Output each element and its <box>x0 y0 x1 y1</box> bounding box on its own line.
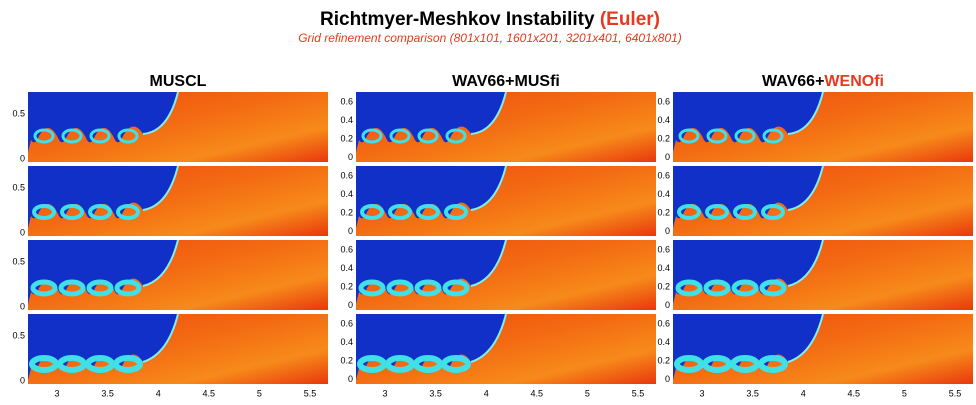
y-tick-label: 0.6 <box>657 244 670 254</box>
x-tick-label: 5.5 <box>949 388 962 398</box>
y-tick-label: 0 <box>665 226 670 236</box>
title-text: Richtmyer-Meshkov Instability <box>320 9 595 30</box>
y-tick-label: 0 <box>348 152 353 162</box>
y-tick-label: 0.2 <box>657 355 670 365</box>
y-tick-label: 0 <box>665 300 670 310</box>
y-tick-label: 0.2 <box>657 133 670 143</box>
y-tick-label: 0.6 <box>340 170 353 180</box>
column-title: WAV66+MUSfi <box>452 73 560 90</box>
y-tick-label: 0.6 <box>340 244 353 254</box>
y-tick-label: 0.2 <box>340 355 353 365</box>
y-tick-label: 0.4 <box>657 263 670 273</box>
title-highlight: (Euler) <box>600 9 660 30</box>
column-title-text: WAV66+ <box>762 73 824 90</box>
x-tick-label: 5.5 <box>304 388 317 398</box>
y-tick-label: 0 <box>348 300 353 310</box>
x-tick-label: 5.5 <box>632 388 645 398</box>
x-tick-label: 3 <box>54 388 59 398</box>
y-tick-label: 0.2 <box>340 281 353 291</box>
y-tick-label: 0.5 <box>12 182 25 192</box>
y-tick-label: 0 <box>20 301 25 311</box>
y-tick-label: 0.6 <box>657 170 670 180</box>
x-tick-label: 4 <box>484 388 489 398</box>
y-tick-label: 0 <box>665 152 670 162</box>
column-title-highlight: WENOfi <box>824 73 884 90</box>
y-tick-label: 0 <box>20 153 25 163</box>
y-tick-label: 0.4 <box>657 189 670 199</box>
y-tick-label: 0.4 <box>340 337 353 347</box>
y-tick-label: 0.4 <box>657 115 670 125</box>
x-tick-label: 3 <box>699 388 704 398</box>
column-title-text: MUSCL <box>150 73 207 90</box>
y-tick-label: 0.2 <box>657 281 670 291</box>
x-tick-label: 3.5 <box>101 388 114 398</box>
x-tick-label: 5 <box>902 388 907 398</box>
x-tick-label: 3.5 <box>429 388 442 398</box>
subtitle: Grid refinement comparison (801x101, 160… <box>298 31 682 45</box>
column-title-text: WAV66+MUSfi <box>452 73 560 90</box>
x-tick-label: 3.5 <box>746 388 759 398</box>
x-tick-label: 4.5 <box>531 388 544 398</box>
y-tick-label: 0 <box>20 227 25 237</box>
x-tick-label: 4 <box>801 388 806 398</box>
y-tick-label: 0.6 <box>657 318 670 328</box>
figure: Richtmyer-Meshkov Instability (Euler) Gr… <box>0 0 976 400</box>
y-tick-label: 0.6 <box>340 318 353 328</box>
x-tick-label: 4.5 <box>203 388 216 398</box>
y-tick-label: 0.2 <box>340 207 353 217</box>
y-tick-label: 0.5 <box>12 256 25 266</box>
x-tick-label: 5 <box>257 388 262 398</box>
x-tick-label: 4 <box>156 388 161 398</box>
y-tick-label: 0 <box>20 375 25 385</box>
y-tick-label: 0.4 <box>340 115 353 125</box>
title: Richtmyer-Meshkov Instability (Euler) <box>320 9 660 30</box>
y-tick-label: 0 <box>348 226 353 236</box>
y-tick-label: 0 <box>348 374 353 384</box>
y-tick-label: 0.2 <box>657 207 670 217</box>
x-tick-label: 3 <box>382 388 387 398</box>
x-tick-label: 4.5 <box>848 388 861 398</box>
y-tick-label: 0.4 <box>340 263 353 273</box>
column-title: WAV66+WENOfi <box>762 73 884 90</box>
x-tick-label: 5 <box>585 388 590 398</box>
y-tick-label: 0.4 <box>657 337 670 347</box>
y-tick-label: 0.6 <box>340 96 353 106</box>
y-tick-label: 0.6 <box>657 96 670 106</box>
y-tick-label: 0.5 <box>12 330 25 340</box>
y-tick-label: 0.2 <box>340 133 353 143</box>
y-tick-label: 0.4 <box>340 189 353 199</box>
y-tick-label: 0 <box>665 374 670 384</box>
y-tick-label: 0.5 <box>12 108 25 118</box>
column-title: MUSCL <box>150 73 207 90</box>
